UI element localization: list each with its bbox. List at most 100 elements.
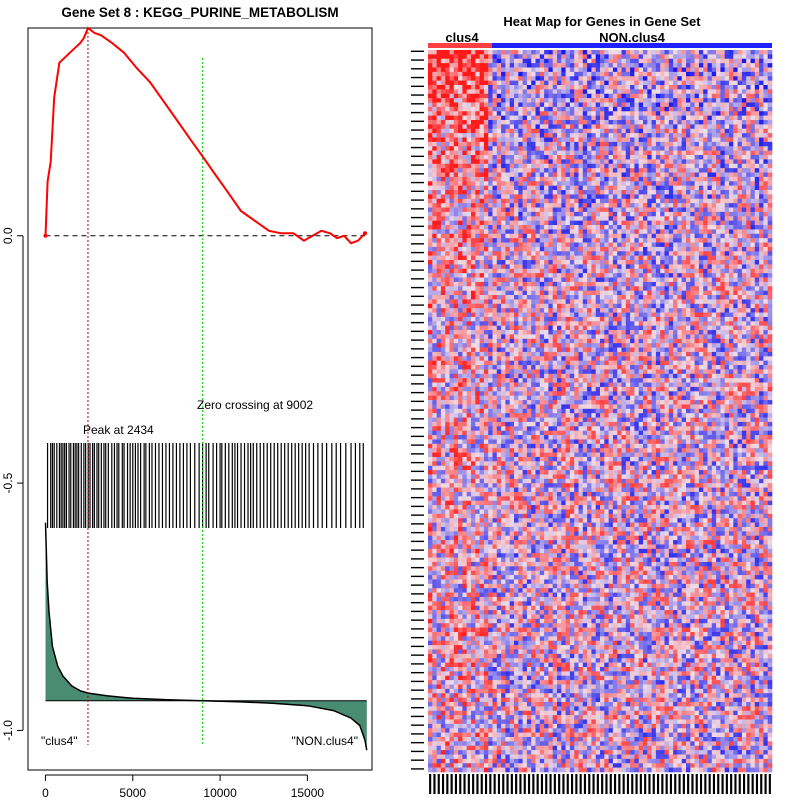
- heatmap-cell: [638, 264, 644, 270]
- heatmap-cell: [458, 308, 463, 313]
- heatmap-cell: [677, 264, 682, 270]
- heatmap-cell: [445, 102, 450, 108]
- heatmap-cell: [621, 93, 627, 99]
- heatmap-cell: [475, 168, 480, 173]
- heatmap-cell: [703, 246, 708, 252]
- heatmap-cell: [565, 273, 571, 278]
- heatmap-cell: [578, 133, 584, 138]
- heatmap-cell: [458, 163, 463, 169]
- heatmap-cell: [466, 216, 472, 221]
- heatmap-cell: [561, 264, 566, 270]
- heatmap-cell: [479, 216, 485, 221]
- heatmap-cell: [651, 286, 657, 291]
- heatmap-cell: [643, 233, 648, 239]
- heatmap-cell: [677, 63, 682, 68]
- heatmap-cell: [673, 76, 678, 81]
- heatmap-cell: [690, 198, 695, 204]
- heatmap-cell: [651, 115, 657, 121]
- heatmap-cell: [531, 168, 536, 173]
- heatmap-cell: [600, 150, 605, 156]
- heatmap-cell: [750, 80, 756, 86]
- heatmap-cell: [488, 133, 493, 138]
- heatmap-cell: [681, 63, 687, 68]
- heatmap-cell: [621, 207, 627, 213]
- heatmap-cell: [655, 229, 661, 235]
- heatmap-cell: [617, 216, 622, 221]
- heatmap-cell: [634, 155, 639, 160]
- x-axis: 0 5000 10000 15000: [42, 774, 324, 800]
- gene-row-label: [411, 286, 424, 289]
- heatmap-cell: [655, 80, 661, 86]
- heatmap-cell: [518, 238, 523, 243]
- heatmap-cell: [720, 295, 725, 300]
- heatmap-cell: [526, 76, 532, 81]
- heatmap-cell: [578, 229, 584, 235]
- heatmap-cell: [535, 290, 541, 296]
- heatmap-cell: [591, 281, 596, 287]
- heatmap-cell: [449, 238, 455, 243]
- heatmap-cell: [703, 76, 708, 81]
- heatmap-cell: [501, 238, 506, 243]
- heatmap-cell: [557, 93, 562, 99]
- heatmap-cell: [660, 207, 665, 213]
- heatmap-cell: [440, 163, 446, 169]
- heatmap-cell: [724, 63, 730, 68]
- heatmap-cell: [462, 308, 467, 313]
- heatmap-cell: [492, 238, 498, 243]
- heatmap-cell: [737, 211, 743, 217]
- heatmap-cell: [432, 211, 437, 217]
- heatmap-cell: [587, 67, 592, 73]
- heatmap-cell: [462, 238, 467, 243]
- heatmap-cell: [634, 115, 639, 121]
- heatmap-cell: [660, 76, 665, 81]
- heatmap-cell: [483, 141, 489, 147]
- heatmap-cell: [698, 264, 704, 270]
- heatmap-cell: [492, 120, 498, 125]
- heatmap-cell: [539, 63, 545, 68]
- heatmap-cell: [617, 207, 622, 213]
- heatmap-cell: [621, 168, 627, 173]
- heatmap-cell: [561, 229, 566, 235]
- heatmap-cell: [557, 133, 562, 138]
- heatmap-cell: [711, 124, 717, 130]
- heatmap-cell: [505, 216, 510, 221]
- heatmap-cell: [552, 264, 558, 270]
- gene-row-label: [411, 304, 424, 306]
- heatmap-cell: [612, 238, 618, 243]
- heatmap-cell: [475, 176, 480, 182]
- heatmap-cell: [690, 220, 695, 226]
- heatmap-cell: [600, 102, 605, 108]
- es-start-point: [43, 233, 48, 238]
- heatmap-cell: [690, 181, 695, 186]
- heatmap-cell: [625, 146, 631, 151]
- heatmap-cell: [462, 216, 467, 221]
- heatmap-cell: [453, 211, 459, 217]
- heatmap-cell: [544, 67, 549, 73]
- heatmap-cell: [514, 76, 519, 81]
- heatmap-cell: [458, 255, 463, 261]
- heatmap-cell: [449, 71, 455, 77]
- heatmap-cell: [531, 220, 536, 226]
- heatmap-cell: [754, 150, 760, 156]
- heatmap-cell: [668, 260, 674, 265]
- heatmap-cell: [651, 194, 657, 200]
- heatmap-cell: [630, 54, 635, 60]
- heatmap-cell: [716, 238, 721, 243]
- heatmap-cell: [698, 159, 704, 165]
- heatmap-cell: [492, 203, 498, 208]
- heatmap-cell: [617, 268, 622, 274]
- heatmap-cell: [617, 281, 622, 287]
- heatmap-cell: [466, 163, 472, 169]
- heatmap-cell: [432, 264, 437, 270]
- heatmap-cell: [557, 89, 562, 95]
- heatmap-cell: [552, 194, 558, 200]
- heatmap-cell: [458, 102, 463, 108]
- heatmap-cell: [690, 67, 695, 73]
- heatmap-cell: [763, 159, 768, 165]
- heatmap-cell: [488, 168, 493, 173]
- heatmap-cell: [453, 238, 459, 243]
- heatmap-cell: [578, 246, 584, 252]
- heatmap-cell: [737, 150, 743, 156]
- heatmap-cell: [561, 155, 566, 160]
- heatmap-cell: [582, 111, 588, 116]
